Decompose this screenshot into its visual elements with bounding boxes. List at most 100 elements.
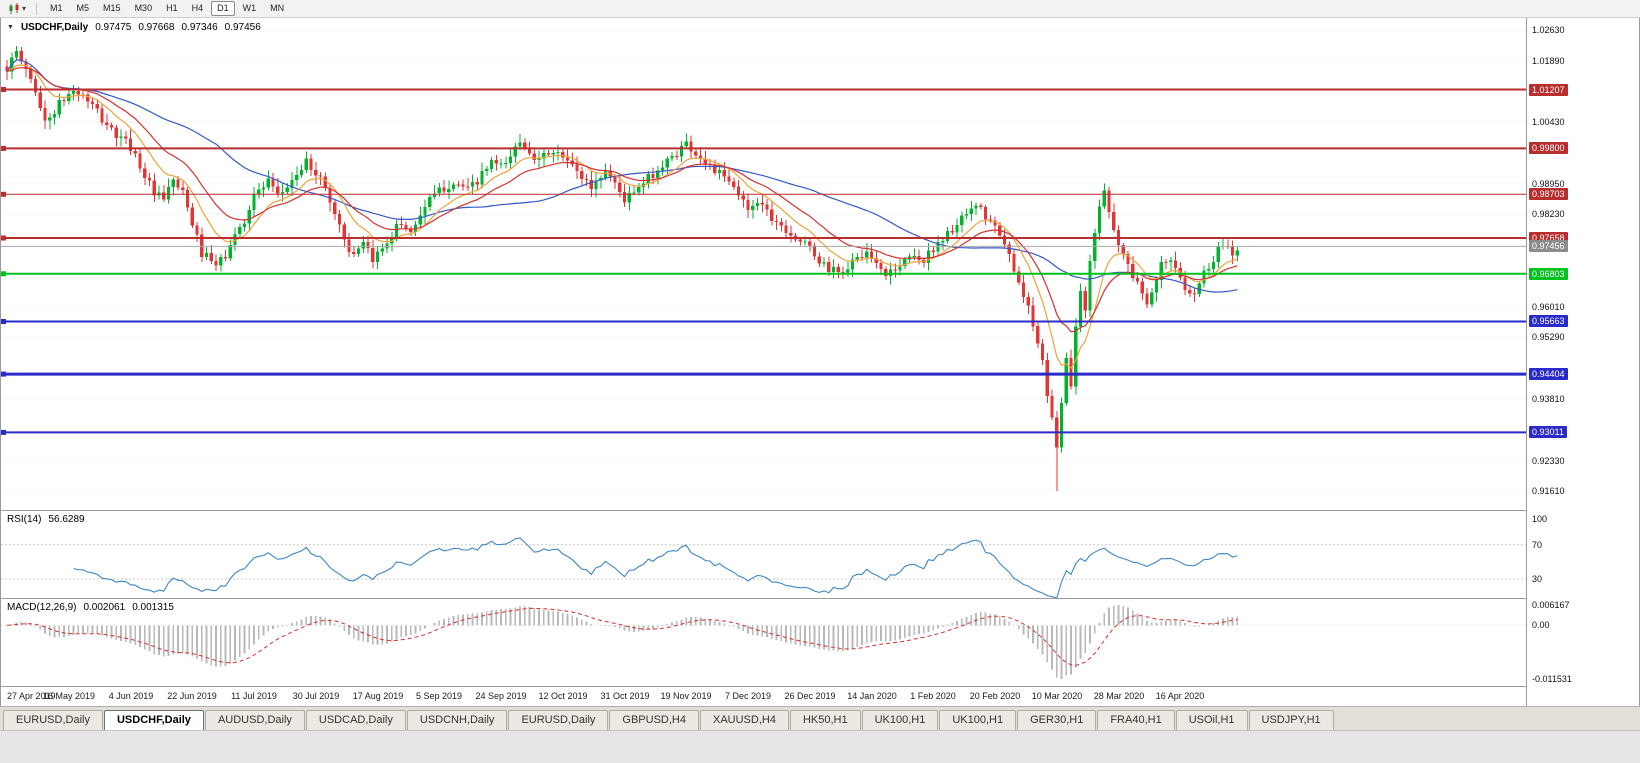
tab-fra40-h1[interactable]: FRA40,H1 <box>1097 710 1175 730</box>
price-axis-label: 0.92330 <box>1532 456 1565 466</box>
ma-ema-20 <box>6 67 1238 333</box>
price-tag[interactable]: 0.93011 <box>1529 426 1567 438</box>
tab-hk50-h1[interactable]: HK50,H1 <box>789 710 861 730</box>
date-label: 24 Sep 2019 <box>475 691 527 701</box>
panel-splitter[interactable] <box>1 510 1639 511</box>
chart-tabs: EURUSD,Daily USDCHF,Daily AUDUSD,Daily USDC… <box>0 706 1640 730</box>
symbol-label: USDCHF,Daily <box>20 22 89 33</box>
collapse-triangle-icon[interactable]: ▼ <box>7 24 14 31</box>
hline-handle[interactable] <box>1 319 6 324</box>
tab-audusd-daily[interactable]: AUDUSD,Daily <box>204 710 305 730</box>
macd-axis-label: -0.011531 <box>1532 674 1572 684</box>
tab-usdcnh-daily[interactable]: USDCNH,Daily <box>406 710 508 730</box>
price-axis-label: 0.93810 <box>1532 394 1565 404</box>
tab-eurusd-daily[interactable]: EURUSD,Daily <box>508 710 609 730</box>
date-label: 28 Mar 2020 <box>1093 691 1145 701</box>
hline-handle[interactable] <box>1 371 6 377</box>
date-label: 1 Feb 2020 <box>910 691 956 701</box>
hline-handle[interactable] <box>1 191 6 197</box>
date-label: 5 Sep 2019 <box>415 691 463 701</box>
tab-xauusd-h4[interactable]: XAUUSD,H4 <box>699 710 789 730</box>
price-axis-label: 1.02630 <box>1532 25 1565 35</box>
hline-handle[interactable] <box>1 145 6 151</box>
date-label: 30 Jul 2019 <box>292 691 340 701</box>
timeframe-mn[interactable]: MN <box>270 3 285 13</box>
tab-ger30-h1[interactable]: GER30,H1 <box>1017 710 1097 730</box>
status-area <box>0 730 1640 763</box>
rsi-axis-label: 100 <box>1532 514 1548 524</box>
hline-handle[interactable] <box>1 235 6 241</box>
chart-ohlc-title: ▼ USDCHF,Daily 0.97475 0.97668 0.97346 0… <box>7 22 268 33</box>
panel-splitter[interactable] <box>1 598 1639 599</box>
tab-gbpusd-h4[interactable]: GBPUSD,H4 <box>609 710 699 730</box>
hline-handle[interactable] <box>1 429 6 435</box>
rsi-axis-label: 70 <box>1532 540 1543 550</box>
rsi-label: RSI(14) <box>7 514 42 525</box>
timeframe-m1[interactable]: M1 <box>50 3 63 13</box>
date-label: 10 Mar 2020 <box>1031 691 1083 701</box>
tab-uk100-h1[interactable]: UK100,H1 <box>939 710 1017 730</box>
tab-usdchf-daily[interactable]: USDCHF,Daily <box>103 710 204 730</box>
price-tag[interactable]: 0.97456 <box>1529 240 1568 252</box>
price-tag[interactable]: 0.94404 <box>1529 368 1568 380</box>
hline-handle[interactable] <box>1 87 6 92</box>
date-label: 17 Aug 2019 <box>352 691 404 701</box>
timeframe-h4[interactable]: H4 <box>191 3 204 13</box>
price-axis-label: 0.91610 <box>1532 486 1565 496</box>
high-value: 0.97668 <box>138 22 175 33</box>
chevron-down-icon: ▾ <box>22 3 27 13</box>
date-label: 22 Jun 2019 <box>167 691 217 701</box>
toolbar-separator <box>36 2 38 15</box>
timeframe-m15[interactable]: M15 <box>103 3 121 13</box>
date-label: 14 Jan 2020 <box>847 691 897 701</box>
tab-uk100-h1[interactable]: UK100,H1 <box>861 710 939 730</box>
tab-usdjpy-h1[interactable]: USDJPY,H1 <box>1248 710 1334 730</box>
date-label: 26 Dec 2019 <box>784 691 836 701</box>
timeframe-buttons: M1 M5 M15 M30 H1 H4 D1 W1 MN <box>44 1 290 16</box>
macd-label: MACD(12,26,9) <box>7 602 77 613</box>
time-axis[interactable]: 27 Apr 2019 16 May 2019 4 Jun 2019 22 Jun 2… <box>1 687 1526 706</box>
timeframe-h1[interactable]: H1 <box>166 3 178 13</box>
chart-type-dropdown[interactable]: ▾ <box>5 2 29 15</box>
candlestick-chart-icon <box>9 2 19 14</box>
price-tag[interactable]: 0.95663 <box>1529 315 1568 327</box>
date-label: 31 Oct 2019 <box>600 691 650 701</box>
panel-splitter <box>1 686 1639 687</box>
price-tag[interactable]: 0.96803 <box>1529 268 1568 280</box>
rsi-title: RSI(14) 56.6289 <box>7 514 92 525</box>
date-label: 27 Apr 2019 <box>7 691 56 701</box>
price-axis-label: 1.00430 <box>1532 117 1565 127</box>
tab-usoil-h1[interactable]: USOil,H1 <box>1175 710 1248 730</box>
rsi-panel[interactable] <box>1 511 1526 598</box>
price-axis[interactable]: 1.02630 1.01890 1.00430 0.98950 0.98230 0.960… <box>1526 18 1639 706</box>
rsi-axis-label: 30 <box>1532 574 1543 584</box>
price-tag[interactable]: 1.01207 <box>1529 84 1568 96</box>
price-tag[interactable]: 0.99800 <box>1529 142 1568 154</box>
timeframe-w1[interactable]: W1 <box>242 3 257 13</box>
tab-eurusd-daily[interactable]: EURUSD,Daily <box>3 710 103 730</box>
rsi-line <box>73 537 1238 598</box>
macd-panel[interactable] <box>1 599 1526 686</box>
macd-signal-value: 0.001315 <box>132 602 174 613</box>
macd-signal-line <box>6 607 1238 666</box>
price-axis-label: 0.96010 <box>1532 302 1565 312</box>
date-label: 16 Apr 2020 <box>1155 691 1205 701</box>
timeframe-d1[interactable]: D1 <box>211 1 235 16</box>
open-value: 0.97475 <box>95 22 132 33</box>
price-axis-label: 0.98950 <box>1532 179 1565 189</box>
timeframe-m30[interactable]: M30 <box>134 3 153 13</box>
price-axis-label: 1.01890 <box>1532 56 1565 66</box>
date-label: 4 Jun 2019 <box>108 691 154 701</box>
price-chart[interactable] <box>1 18 1526 510</box>
tab-usdcad-daily[interactable]: USDCAD,Daily <box>305 710 406 730</box>
timeframe-m5[interactable]: M5 <box>76 3 90 13</box>
date-label: 12 Oct 2019 <box>538 691 588 701</box>
date-label: 16 May 2019 <box>42 691 96 701</box>
chart-area: ▼ USDCHF,Daily 0.97475 0.97668 0.97346 0… <box>0 18 1640 706</box>
hline-handle[interactable] <box>1 271 6 277</box>
date-label: 11 Jul 2019 <box>231 691 277 701</box>
macd-axis-label: 0.006167 <box>1532 600 1570 610</box>
rsi-value: 56.6289 <box>48 514 85 525</box>
price-tag[interactable]: 0.98703 <box>1529 188 1568 200</box>
